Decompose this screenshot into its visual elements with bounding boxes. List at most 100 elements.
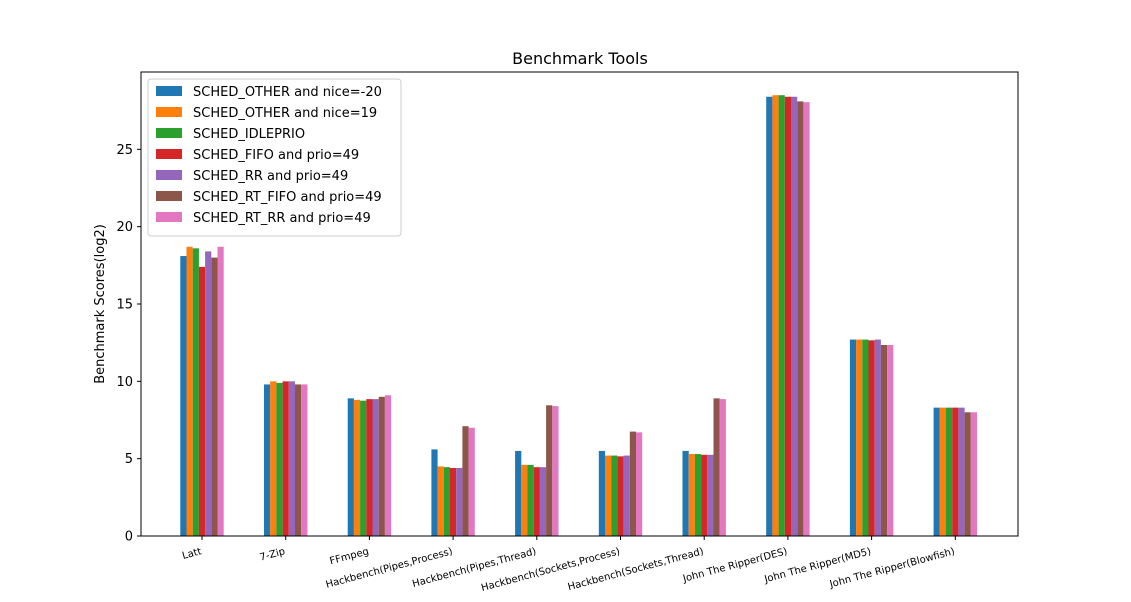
y-tick-label: 0 <box>125 530 133 545</box>
bar <box>288 381 295 536</box>
legend-label: SCHED_RT_FIFO and prio=49 <box>193 190 382 205</box>
bar <box>205 251 212 536</box>
bar <box>372 399 379 536</box>
bar <box>964 412 971 536</box>
bar <box>378 396 385 536</box>
plot-frame <box>140 71 1019 537</box>
bar <box>952 407 959 536</box>
legend-swatch <box>156 212 182 222</box>
bar <box>198 266 206 536</box>
legend-swatch <box>156 128 182 138</box>
bar <box>694 454 702 536</box>
bar <box>211 257 218 536</box>
bar <box>713 398 720 536</box>
bar <box>784 96 791 536</box>
y-tick-label: 15 <box>116 298 133 313</box>
bar <box>443 467 450 536</box>
bar <box>623 455 630 536</box>
bar <box>217 246 224 536</box>
bar <box>933 407 940 536</box>
legend-label: SCHED_IDLEPRIO <box>193 127 305 142</box>
bar <box>539 467 547 536</box>
y-axis: 0 5 10 15 20 25 <box>116 143 141 545</box>
bar <box>958 407 965 536</box>
bar <box>849 339 857 536</box>
bar <box>450 467 457 536</box>
bar <box>598 450 605 536</box>
bar <box>546 405 553 536</box>
bar <box>521 464 528 536</box>
legend-swatch <box>156 149 182 159</box>
legend: SCHED_OTHER and nice=-20 SCHED_OTHER and … <box>147 78 402 237</box>
legend-swatch <box>156 170 182 180</box>
bar <box>887 344 894 536</box>
bar <box>868 340 875 536</box>
x-tick-label: 7-Zip <box>259 546 287 563</box>
bar <box>264 384 271 536</box>
bar <box>856 339 863 536</box>
bar <box>462 426 469 536</box>
bar <box>552 406 559 536</box>
bars <box>180 95 977 536</box>
legend-label: SCHED_RR and prio=49 <box>193 169 348 184</box>
y-tick-label: 25 <box>116 143 133 158</box>
bar <box>880 344 888 536</box>
bar <box>276 382 283 536</box>
bar <box>946 407 953 536</box>
bar <box>186 246 193 536</box>
legend-box <box>147 78 402 237</box>
bar <box>605 455 612 536</box>
bar <box>766 96 773 536</box>
legend-swatch <box>156 86 182 96</box>
x-tick-label: Latt <box>181 546 203 562</box>
x-tick-label: FFmpeg <box>329 546 371 567</box>
bar <box>192 248 199 536</box>
bar <box>797 101 804 536</box>
bar <box>431 449 438 536</box>
bar <box>180 256 187 536</box>
bar <box>527 464 534 536</box>
bar <box>360 400 367 536</box>
y-tick-label: 20 <box>116 220 133 235</box>
bar <box>636 432 643 536</box>
legend-label: SCHED_OTHER and nice=19 <box>193 106 377 121</box>
y-tick-label: 10 <box>116 375 133 390</box>
bar <box>456 467 463 536</box>
bar <box>347 398 354 536</box>
bar <box>688 454 695 536</box>
bar <box>617 456 624 536</box>
bar <box>719 399 726 536</box>
bar <box>301 384 308 536</box>
bar <box>295 384 302 536</box>
legend-swatch <box>156 107 182 117</box>
bar <box>791 96 798 536</box>
x-tick-label: Hackbench(Sockets,Thread) <box>567 546 705 593</box>
y-axis-label: Benchmark Scores(log2) <box>93 224 108 384</box>
x-axis: Latt 7-Zip FFmpegHackbench(Pipes,Process)H… <box>181 536 956 594</box>
bar <box>778 95 785 536</box>
bar <box>515 450 522 536</box>
bar <box>611 455 618 536</box>
bar <box>366 399 373 536</box>
bar <box>939 407 946 536</box>
bar <box>682 450 689 536</box>
bar <box>353 399 361 536</box>
bar <box>862 339 869 536</box>
bar <box>533 467 540 536</box>
y-tick-label: 5 <box>125 452 133 467</box>
bar <box>384 395 392 536</box>
legend-label: SCHED_RT_RR and prio=49 <box>193 211 371 226</box>
bar <box>707 454 714 536</box>
bar <box>437 466 444 536</box>
bar <box>701 454 708 536</box>
bar <box>970 412 977 536</box>
legend-swatch <box>156 191 182 201</box>
bar <box>874 339 881 536</box>
legend-label: SCHED_OTHER and nice=-20 <box>193 85 382 100</box>
bar <box>803 102 810 536</box>
x-tick-label: Hackbench(Sockets,Process) <box>480 546 621 594</box>
bar <box>468 427 475 536</box>
bar <box>772 95 779 536</box>
legend-label: SCHED_FIFO and prio=49 <box>193 148 359 163</box>
